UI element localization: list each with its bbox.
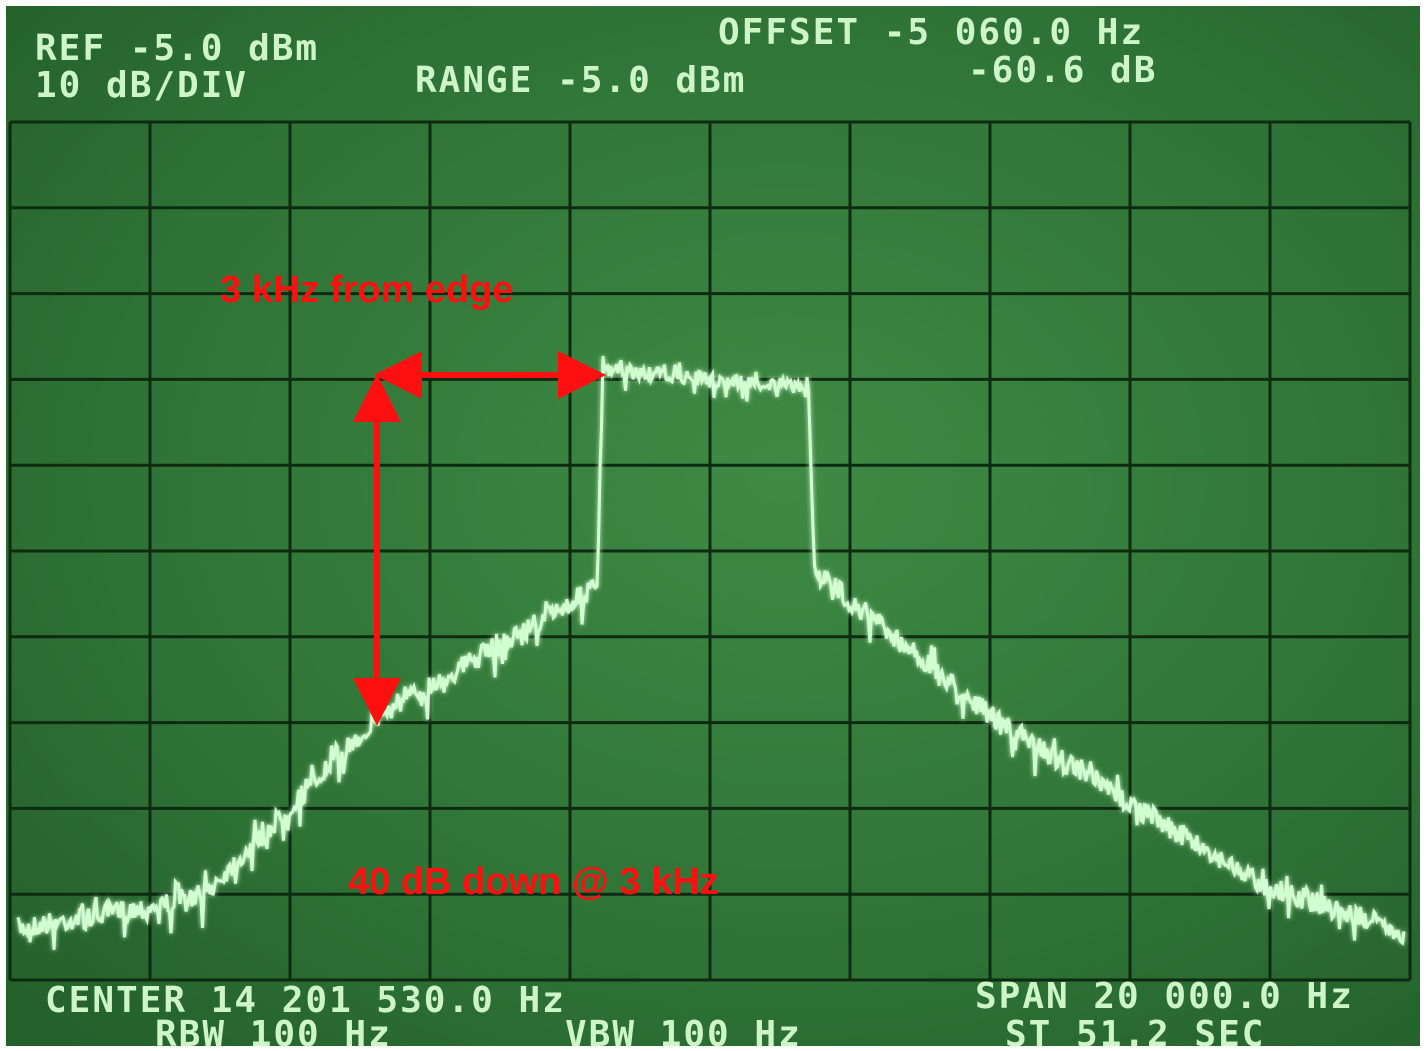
scale: 10 dB/DIV <box>35 65 248 106</box>
ref-level: REF -5.0 dBm <box>35 28 319 69</box>
depth-annotation: 40 dB down @ 3 kHz <box>348 861 719 903</box>
analyzer-screen: REF -5.0 dBm 10 dB/DIV RANGE -5.0 dBm OF… <box>0 0 1424 1051</box>
span: SPAN 20 000.0 Hz <box>975 976 1354 1017</box>
width-annotation: 3 kHz from edge <box>220 269 514 311</box>
sweep-time: ST 51.2 SEC <box>1005 1014 1265 1051</box>
offset: OFFSET -5 060.0 Hz <box>718 12 1144 53</box>
rbw: RBW 100 Hz <box>155 1014 392 1051</box>
range: RANGE -5.0 dBm <box>415 60 746 101</box>
marker-readout: -60.6 dB <box>968 50 1157 91</box>
vbw: VBW 100 Hz <box>565 1014 802 1051</box>
